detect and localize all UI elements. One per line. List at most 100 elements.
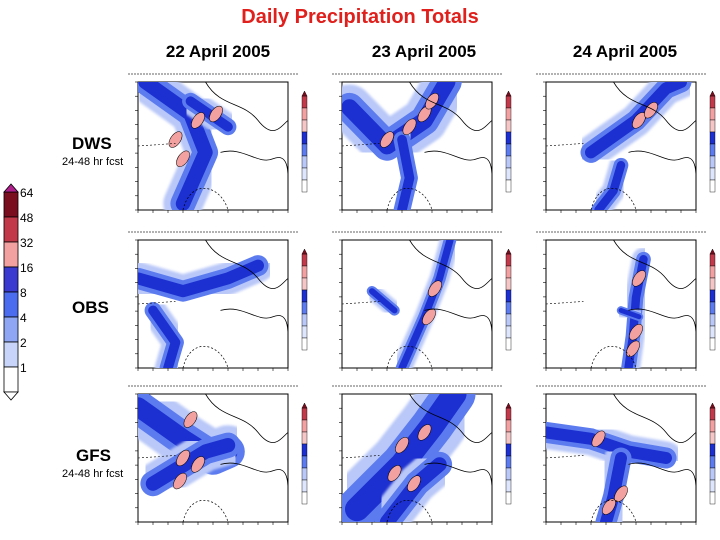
panel-colorbar-segment (709, 277, 716, 291)
colorbar-segment (3, 316, 19, 343)
state-border (386, 500, 433, 522)
state-border (182, 188, 229, 210)
precip-max (209, 105, 223, 123)
precip-heavy (594, 161, 626, 210)
row-label-obs: OBS (72, 298, 109, 317)
colorbar-level-label: 48 (20, 211, 34, 225)
colorbar-level-label: 2 (20, 336, 27, 350)
precip-max (168, 131, 183, 148)
panel-contents (546, 394, 696, 522)
panel-colorbar-segment (709, 179, 716, 193)
panel-colorbar-segment (505, 479, 512, 493)
panel-colorbar-segment (301, 325, 308, 339)
precip-heavy (138, 82, 213, 210)
state-border (590, 346, 637, 368)
colorbar-segment (3, 366, 19, 393)
panel-colorbar-segment (301, 277, 308, 291)
column-title-1: 22 April 2005 (165, 42, 271, 61)
coastline (220, 462, 288, 491)
panel-colorbar-arrow (505, 248, 512, 255)
precip-max (417, 424, 432, 441)
panel-colorbar-segment (505, 119, 512, 133)
panel-colorbar-segment (301, 301, 308, 315)
coastline (409, 82, 492, 131)
panel-colorbar-segment (505, 277, 512, 291)
precip-max (183, 411, 198, 428)
colorbar-segment (3, 191, 19, 218)
map-panel (332, 385, 512, 525)
panel-colorbar-arrow (301, 248, 308, 255)
precip-max (591, 430, 606, 447)
row-sublabel-dws: 24-48 hr fcst (62, 156, 124, 168)
panel-colorbar-segment (301, 107, 308, 121)
panel-colorbar-segment (505, 179, 512, 193)
state-border (590, 188, 637, 210)
panel-colorbar-arrow (709, 248, 716, 255)
column-title-3: 24 April 2005 (572, 42, 678, 61)
panel-contents (342, 394, 492, 522)
coastline (628, 150, 696, 179)
precip-max (407, 475, 421, 492)
colorbar-level-label: 64 (20, 186, 34, 200)
panel-colorbar-segment (709, 491, 716, 505)
panel-colorbar-segment (301, 119, 308, 133)
colorbar-level-label: 16 (20, 261, 34, 275)
panel-colorbar-segment (709, 467, 716, 481)
coastline (628, 308, 696, 337)
panel-colorbar-segment (505, 95, 512, 109)
map-panel (536, 231, 716, 371)
panel-colorbar-arrow (709, 402, 716, 409)
colorbar-segment (3, 291, 19, 318)
coastline (205, 394, 288, 443)
panel-contents (138, 82, 288, 210)
panel-colorbar-segment (301, 155, 308, 169)
panel-colorbar-segment (505, 167, 512, 181)
map-panel (128, 385, 308, 525)
precip-max (629, 323, 643, 341)
panel-colorbar-arrow (709, 90, 716, 97)
map-panel (128, 73, 308, 213)
panel-colorbar-segment (709, 407, 716, 421)
panel-colorbar-segment (505, 455, 512, 469)
panel-colorbar-segment (301, 143, 308, 157)
panel-colorbar-segment (505, 313, 512, 327)
panel-colorbar-segment (709, 167, 716, 181)
panel-colorbar-segment (505, 407, 512, 421)
precip-heavy (369, 288, 398, 314)
coastline (628, 462, 696, 491)
map-panel (332, 73, 512, 213)
panel-colorbar-segment (301, 289, 308, 303)
precip-max (626, 340, 640, 357)
map-panel (128, 231, 308, 371)
panel-colorbar-segment (505, 265, 512, 279)
main-colorbar (3, 183, 19, 401)
state-border (182, 500, 229, 522)
panel-colorbar-segment (505, 143, 512, 157)
state-border (182, 346, 229, 368)
precip-max (644, 101, 658, 119)
panel-colorbar-segment (301, 313, 308, 327)
panel-colorbar-segment (709, 301, 716, 315)
precip-heavy (397, 134, 415, 210)
precip-max (176, 449, 190, 467)
panel-colorbar-segment (709, 253, 716, 267)
state-border (386, 188, 433, 210)
precip-heavy (398, 240, 454, 368)
precip-heavy (145, 438, 236, 491)
precip-max (402, 118, 417, 135)
panel-colorbar-segment (505, 467, 512, 481)
coastline (613, 240, 696, 289)
precip-max (632, 112, 646, 129)
panel-colorbar-arrow (505, 90, 512, 97)
panel-colorbar-segment (301, 431, 308, 445)
panel-colorbar-segment (505, 431, 512, 445)
panel-colorbar-arrow (505, 402, 512, 409)
panel-colorbar-segment (709, 455, 716, 469)
panel-contents (342, 240, 492, 368)
panel-colorbar-segment (505, 419, 512, 433)
colorbar-segment (3, 216, 19, 243)
panel-colorbar-segment (709, 337, 716, 351)
row-label-dws: DWS (72, 134, 112, 153)
panel-colorbar-segment (709, 119, 716, 133)
panel-colorbar-segment (301, 337, 308, 351)
